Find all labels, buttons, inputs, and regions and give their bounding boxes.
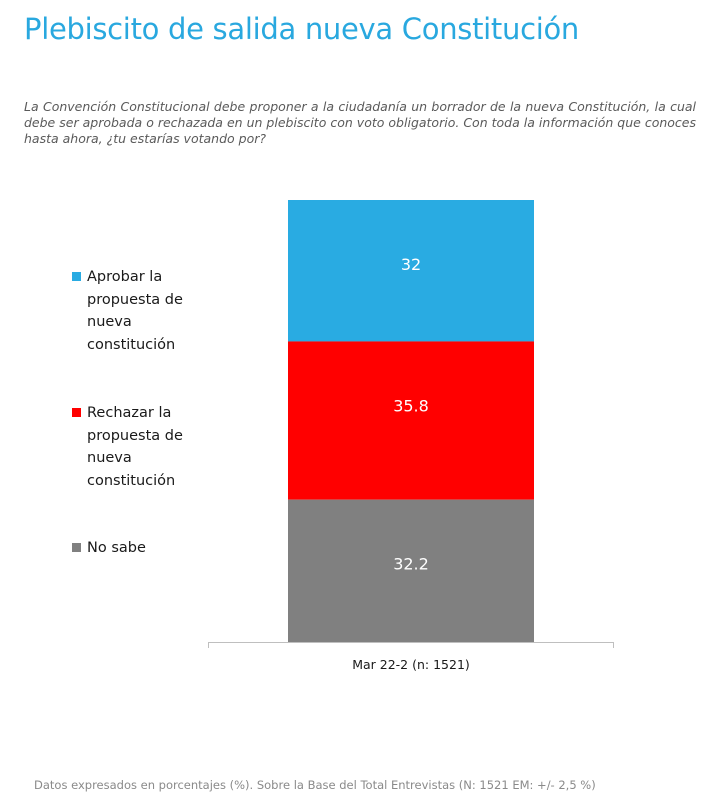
x-category-label: Mar 22-2 (n: 1521) [352,657,470,672]
legend-label-aprobar: Aprobar la propuesta de nueva constituci… [87,269,183,353]
legend-swatch-aprobar [72,272,81,281]
data-label-rechazar: 35.8 [393,396,429,415]
legend-label-no-sabe: No sabe [87,540,146,556]
data-label-no-sabe: 32.2 [393,555,429,574]
legend-label-rechazar: Rechazar la propuesta de nueva constituc… [87,405,183,489]
legend-item-aprobar: Aprobar la propuesta de nueva constituci… [72,266,222,356]
bar-segment-aprobar [288,200,534,342]
survey-question: La Convención Constitucional debe propon… [24,99,696,146]
legend-swatch-no-sabe [72,543,81,552]
legend-swatch-rechazar [72,408,81,417]
bar-segment-rechazar [288,341,534,500]
legend-item-rechazar: Rechazar la propuesta de nueva constituc… [72,402,222,492]
page-title: Plebiscito de salida nueva Constitución [24,12,579,46]
data-label-aprobar: 32 [401,255,421,274]
footnote: Datos expresados en porcentajes (%). Sob… [34,778,596,792]
bar-segment-no-sabe [288,499,534,642]
stacked-bar-chart: 32 35.8 32.2 Mar 22-2 (n: 1521) [208,200,614,672]
legend-item-no-sabe: No sabe [72,537,222,560]
